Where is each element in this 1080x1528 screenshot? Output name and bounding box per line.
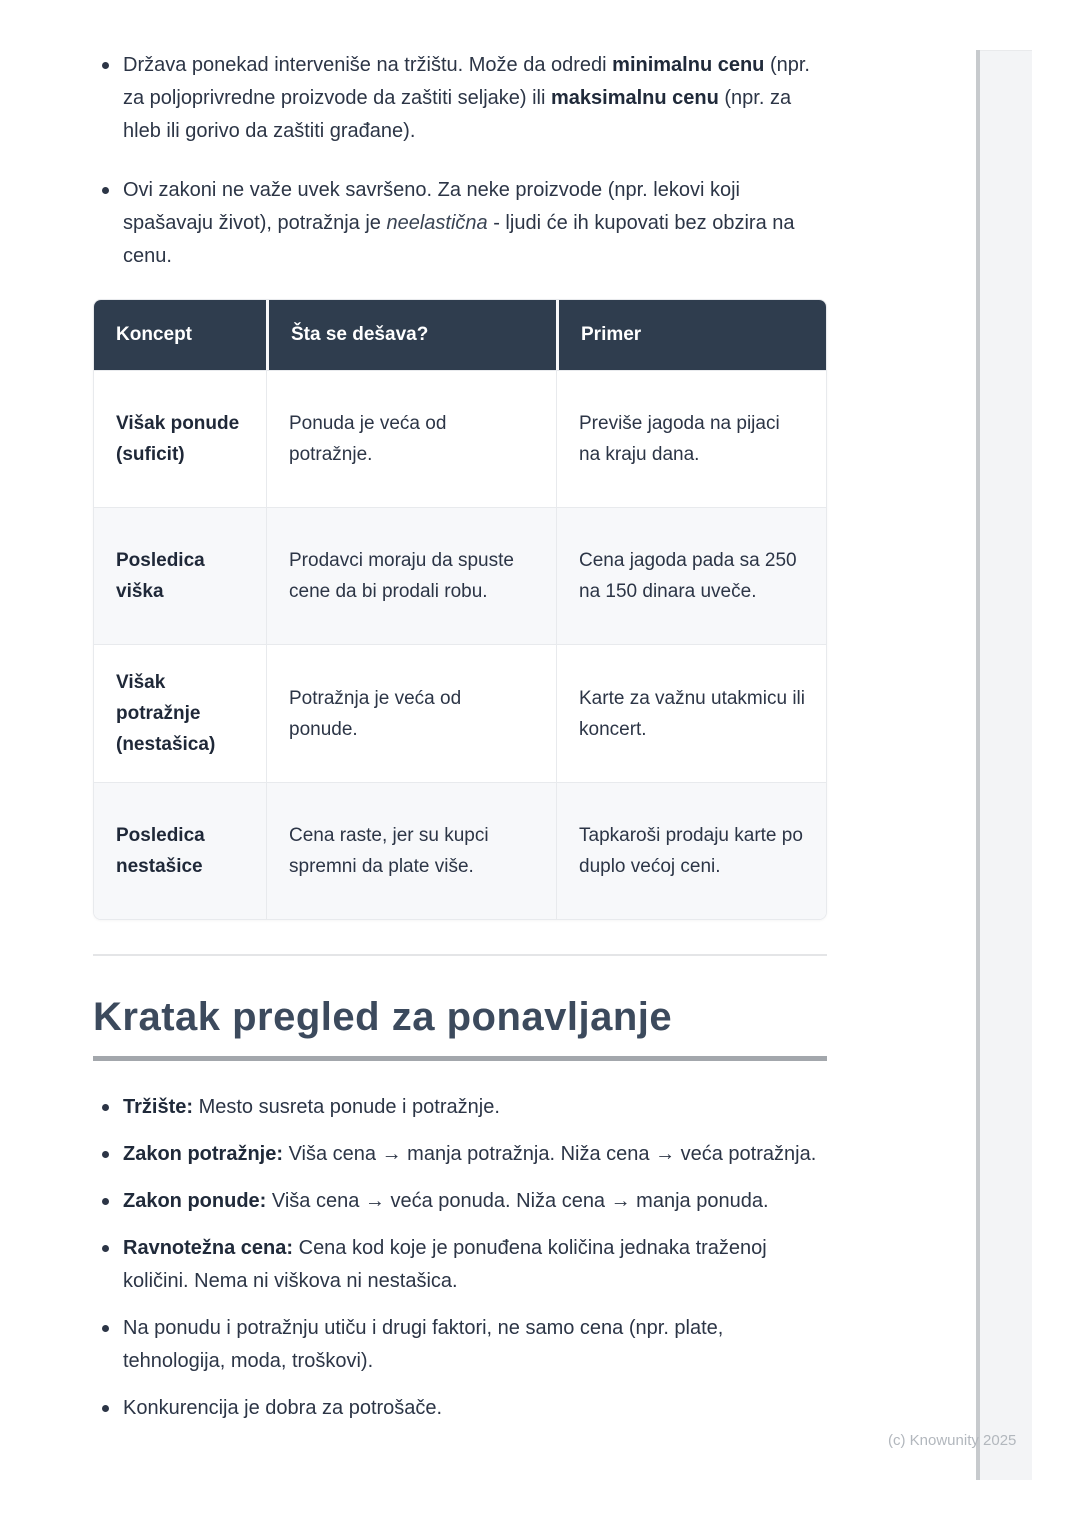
- bullet-text: Zakon potražnje: Viša cena → manja potra…: [123, 1143, 816, 1165]
- page-edge-line: [976, 50, 980, 1480]
- section-divider: [93, 954, 827, 956]
- section-title-underline: [93, 1056, 827, 1061]
- table-cell-example: Cena jagoda pada sa 250 na 150 dinara uv…: [556, 507, 826, 644]
- table-header-cell: Šta se dešava?: [266, 300, 556, 370]
- text-segment: minimalnu cenu: [612, 54, 765, 76]
- text-segment: Tržište:: [123, 1096, 194, 1118]
- table-cell-what: Prodavci moraju da spuste cene da bi pro…: [266, 507, 556, 644]
- table-cell-concept: Posledica nestašice: [94, 782, 266, 919]
- intro-bullet-item: Država ponekad interveniše na tržištu. M…: [93, 49, 827, 148]
- table-row: Višak potražnje (nestašica) Potražnja je …: [94, 644, 826, 782]
- table-cell-example: Tapkaroši prodaju karte po duplo većoj c…: [556, 782, 826, 919]
- bullet-icon: [102, 1405, 109, 1412]
- summary-bullet-item: Tržište: Mesto susreta ponude i potražnj…: [93, 1091, 827, 1124]
- table-cell-concept: Posledica viška: [94, 507, 266, 644]
- text-segment: Ovi zakoni ne važe uvek savršeno. Za nek…: [123, 179, 740, 234]
- intro-bullet-item: Ovi zakoni ne važe uvek savršeno. Za nek…: [93, 174, 827, 273]
- table-header-cell: Koncept: [94, 300, 266, 370]
- text-segment: - ljudi će ih kupovati bez obzira na cen…: [123, 212, 795, 267]
- intro-bullet-list: Država ponekad interveniše na tržištu. M…: [93, 49, 827, 273]
- table-header-cell: Primer: [556, 300, 826, 370]
- text-segment: maksimalnu cenu: [551, 87, 719, 109]
- bullet-text: Država ponekad interveniše na tržištu. M…: [123, 54, 810, 142]
- summary-bullet-item: Zakon potražnje: Viša cena → manja potra…: [93, 1138, 827, 1171]
- table-cell-what: Cena raste, jer su kupci spremni da plat…: [266, 782, 556, 919]
- text-segment: (npr. za poljoprivredne proizvode da zaš…: [123, 54, 810, 109]
- summary-bullet-list: Tržište: Mesto susreta ponude i potražnj…: [93, 1091, 827, 1425]
- text-segment: Država ponekad interveniše na tržištu. M…: [123, 54, 613, 76]
- text-segment: Na ponudu i potražnju utiču i drugi fakt…: [123, 1317, 724, 1372]
- next-page-edge: [980, 50, 1032, 1480]
- table-row: Posledica nestašice Cena raste, jer su ku…: [94, 782, 826, 919]
- bullet-icon: [102, 1325, 109, 1332]
- table-row: Posledica viška Prodavci moraju da spuste…: [94, 507, 826, 644]
- text-segment: Zakon ponude:: [123, 1190, 267, 1212]
- section-title: Kratak pregled za ponavljanje: [93, 995, 673, 1039]
- bullet-icon: [102, 62, 109, 69]
- table-header-row: Koncept Šta se dešava? Primer: [94, 300, 826, 370]
- text-segment: Mesto susreta ponude i potražnje.: [193, 1096, 500, 1118]
- summary-bullet-item: Zakon ponude: Viša cena → veća ponuda. N…: [93, 1185, 827, 1218]
- bullet-icon: [102, 1151, 109, 1158]
- text-segment: Ravnotežna cena:: [123, 1237, 294, 1259]
- bullet-icon: [102, 1104, 109, 1111]
- table-cell-example: Previše jagoda na pijaci na kraju dana.: [556, 370, 826, 507]
- table-cell-concept: Višak potražnje (nestašica): [94, 644, 266, 782]
- table-body: Višak ponude (suficit) Ponuda je veća od …: [94, 370, 826, 919]
- bullet-text: Konkurencija je dobra za potrošače.: [123, 1397, 442, 1419]
- table-cell-example: Karte za važnu utakmicu ili koncert.: [556, 644, 826, 782]
- text-segment: Viša cena → veća ponuda. Niža cena → man…: [266, 1190, 769, 1212]
- summary-bullet-item: Konkurencija je dobra za potrošače.: [93, 1392, 827, 1425]
- text-segment: neelastična: [386, 212, 488, 234]
- table-row: Višak ponude (suficit) Ponuda je veća od …: [94, 370, 826, 507]
- bullet-text: Na ponudu i potražnju utiču i drugi fakt…: [123, 1317, 723, 1372]
- summary-bullet-item: Ravnotežna cena: Cena kod koje je ponuđe…: [93, 1232, 827, 1298]
- bullet-text: Tržište: Mesto susreta ponude i potražnj…: [123, 1096, 500, 1118]
- table-cell-what: Potražnja je veća od ponude.: [266, 644, 556, 782]
- bullet-text: Zakon ponude: Viša cena → veća ponuda. N…: [123, 1190, 769, 1212]
- summary-bullet-item: Na ponudu i potražnju utiču i drugi fakt…: [93, 1312, 827, 1378]
- page-content: Država ponekad interveniše na tržištu. M…: [93, 0, 827, 1425]
- bullet-text: Ovi zakoni ne važe uvek savršeno. Za nek…: [123, 179, 795, 267]
- bullet-icon: [102, 1198, 109, 1205]
- table-cell-what: Ponuda je veća od potražnje.: [266, 370, 556, 507]
- concepts-table: Koncept Šta se dešava? Primer Višak ponude…: [94, 300, 826, 919]
- copyright-watermark: (c) Knowunity 2025: [888, 1432, 1017, 1449]
- text-segment: (npr. za hleb ili gorivo da zaštiti građ…: [123, 87, 792, 142]
- table-cell-concept: Višak ponude (suficit): [94, 370, 266, 507]
- bullet-icon: [102, 1245, 109, 1252]
- concepts-table-wrapper: Koncept Šta se dešava? Primer Višak ponude…: [93, 299, 827, 920]
- text-segment: Cena kod koje je ponuđena količina jedna…: [123, 1237, 767, 1292]
- text-segment: Konkurencija je dobra za potrošače.: [123, 1397, 443, 1419]
- bullet-text: Ravnotežna cena: Cena kod koje je ponuđe…: [123, 1237, 767, 1292]
- text-segment: Viša cena → manja potražnja. Niža cena →…: [283, 1143, 817, 1165]
- text-segment: Zakon potražnje:: [123, 1143, 284, 1165]
- bullet-icon: [102, 187, 109, 194]
